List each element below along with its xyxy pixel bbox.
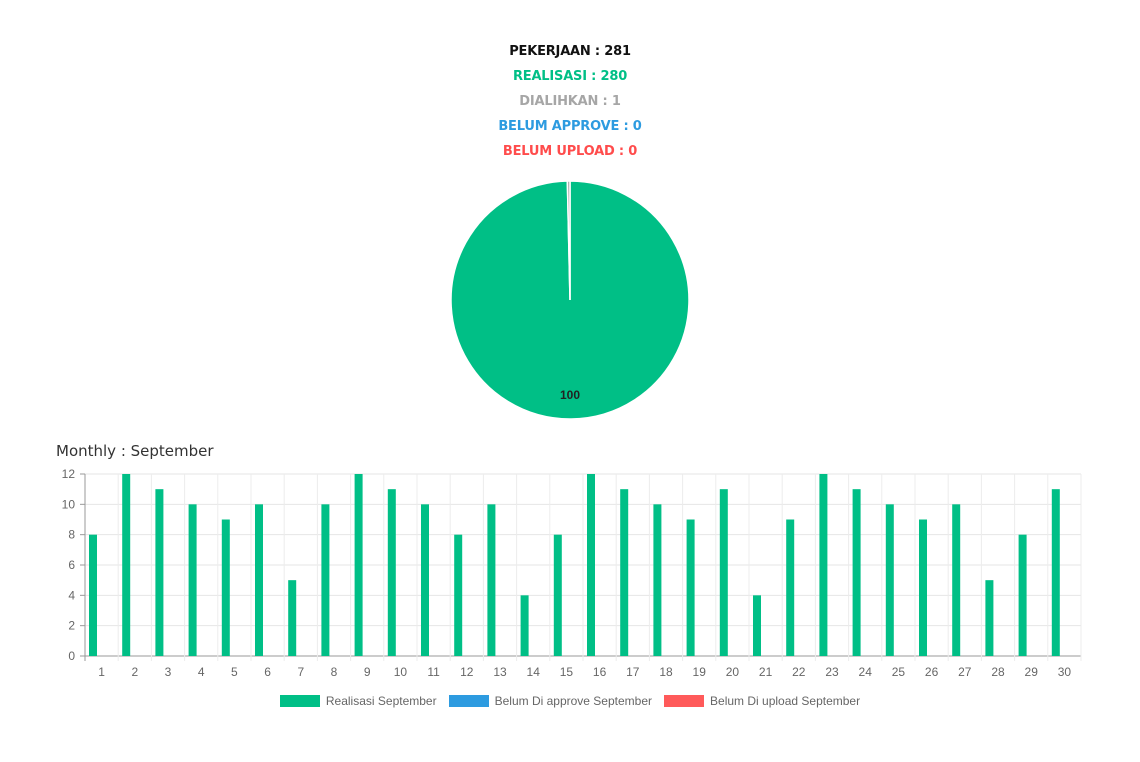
x-tick-label: 29	[1025, 665, 1039, 679]
dialihkan-count: DIALIHKAN : 1	[519, 94, 621, 109]
x-tick-label: 24	[859, 665, 873, 679]
legend-item-realisasi[interactable]: Realisasi September	[279, 694, 437, 708]
x-tick-label: 27	[958, 665, 972, 679]
y-tick-label: 6	[68, 558, 75, 572]
x-tick-label: 21	[759, 665, 773, 679]
bar-realisasi-september-10[interactable]	[387, 489, 396, 656]
x-tick-label: 9	[364, 665, 371, 679]
x-tick-label: 1	[98, 665, 105, 679]
x-tick-label: 13	[493, 665, 507, 679]
summary-stats: PEKERJAAN : 281 REALISASI : 280 DIALIHKA…	[0, 42, 1140, 167]
monthly-title: Monthly : September	[56, 442, 214, 460]
bar-realisasi-september-15[interactable]	[553, 534, 562, 656]
bar-realisasi-september-30[interactable]	[1051, 489, 1060, 656]
bar-realisasi-september-28[interactable]	[985, 580, 994, 656]
bar-realisasi-september-12[interactable]	[454, 534, 463, 656]
legend-item-belum-approve[interactable]: Belum Di approve September	[448, 694, 653, 708]
x-tick-label: 12	[460, 665, 474, 679]
legend-swatch-belum-approve	[448, 695, 489, 707]
legend-swatch-realisasi	[279, 695, 320, 707]
pie-slice-dialihkan[interactable]	[566, 180, 571, 301]
bar-realisasi-september-18[interactable]	[653, 504, 662, 656]
x-tick-label: 19	[693, 665, 707, 679]
bar-realisasi-september-27[interactable]	[952, 504, 961, 656]
x-tick-label: 22	[792, 665, 806, 679]
y-tick-label: 0	[68, 649, 75, 663]
bar-realisasi-september-13[interactable]	[487, 504, 496, 656]
x-tick-label: 4	[198, 665, 205, 679]
bar-realisasi-september-1[interactable]	[89, 534, 97, 656]
x-tick-label: 10	[394, 665, 408, 679]
x-tick-label: 6	[264, 665, 271, 679]
bar-realisasi-september-7[interactable]	[288, 580, 297, 656]
realisasi-count: REALISASI : 280	[512, 69, 628, 84]
pie-chart: 100	[450, 180, 690, 420]
x-tick-label: 30	[1058, 665, 1072, 679]
bar-realisasi-september-22[interactable]	[786, 519, 795, 657]
y-tick-label: 12	[62, 467, 76, 481]
x-tick-label: 3	[165, 665, 172, 679]
bar-chart-legend: Realisasi September Belum Di approve Sep…	[0, 694, 1140, 708]
bar-realisasi-september-20[interactable]	[719, 489, 728, 656]
bar-realisasi-september-8[interactable]	[321, 504, 330, 656]
belum-upload-count: BELUM UPLOAD : 0	[502, 144, 638, 159]
bar-realisasi-september-24[interactable]	[852, 489, 861, 656]
x-tick-label: 14	[527, 665, 541, 679]
x-tick-label: 8	[331, 665, 338, 679]
bar-realisasi-september-9[interactable]	[354, 474, 363, 656]
bar-realisasi-september-4[interactable]	[188, 504, 197, 656]
y-tick-label: 2	[68, 619, 75, 633]
bar-realisasi-september-16[interactable]	[587, 474, 595, 656]
bar-realisasi-september-23[interactable]	[819, 474, 828, 656]
bar-realisasi-september-6[interactable]	[255, 504, 263, 656]
x-tick-label: 7	[297, 665, 304, 679]
bar-realisasi-september-11[interactable]	[421, 504, 429, 656]
bar-realisasi-september-25[interactable]	[885, 504, 894, 656]
legend-label-realisasi: Realisasi September	[325, 694, 437, 708]
x-tick-label: 26	[925, 665, 939, 679]
x-tick-label: 20	[726, 665, 740, 679]
bar-realisasi-september-3[interactable]	[155, 489, 164, 656]
legend-label-belum-upload: Belum Di upload September	[710, 694, 861, 708]
pekerjaan-count: PEKERJAAN : 281	[509, 44, 631, 59]
legend-item-belum-upload[interactable]: Belum Di upload September	[664, 694, 860, 708]
y-tick-label: 4	[68, 588, 75, 602]
x-tick-label: 25	[892, 665, 906, 679]
bar-realisasi-september-17[interactable]	[620, 489, 629, 656]
belum-approve-count: BELUM APPROVE : 0	[498, 119, 642, 134]
pie-data-label: 100	[560, 388, 580, 402]
x-tick-label: 2	[131, 665, 138, 679]
x-tick-label: 18	[659, 665, 673, 679]
x-tick-label: 23	[825, 665, 839, 679]
x-tick-label: 16	[593, 665, 607, 679]
bar-realisasi-september-19[interactable]	[686, 519, 695, 657]
y-tick-label: 8	[68, 528, 75, 542]
y-tick-label: 10	[62, 497, 76, 511]
legend-label-belum-approve: Belum Di approve September	[494, 694, 653, 708]
bar-realisasi-september-2[interactable]	[122, 474, 131, 656]
bar-realisasi-september-26[interactable]	[919, 519, 927, 657]
legend-swatch-belum-upload	[664, 695, 705, 707]
x-tick-label: 5	[231, 665, 238, 679]
bar-realisasi-september-5[interactable]	[221, 519, 230, 657]
bar-realisasi-september-14[interactable]	[520, 595, 529, 656]
x-tick-label: 15	[560, 665, 574, 679]
x-tick-label: 17	[626, 665, 640, 679]
x-tick-label: 28	[991, 665, 1005, 679]
bar-realisasi-september-21[interactable]	[753, 595, 761, 656]
bar-realisasi-september-29[interactable]	[1018, 534, 1027, 656]
x-tick-label: 11	[427, 665, 440, 679]
